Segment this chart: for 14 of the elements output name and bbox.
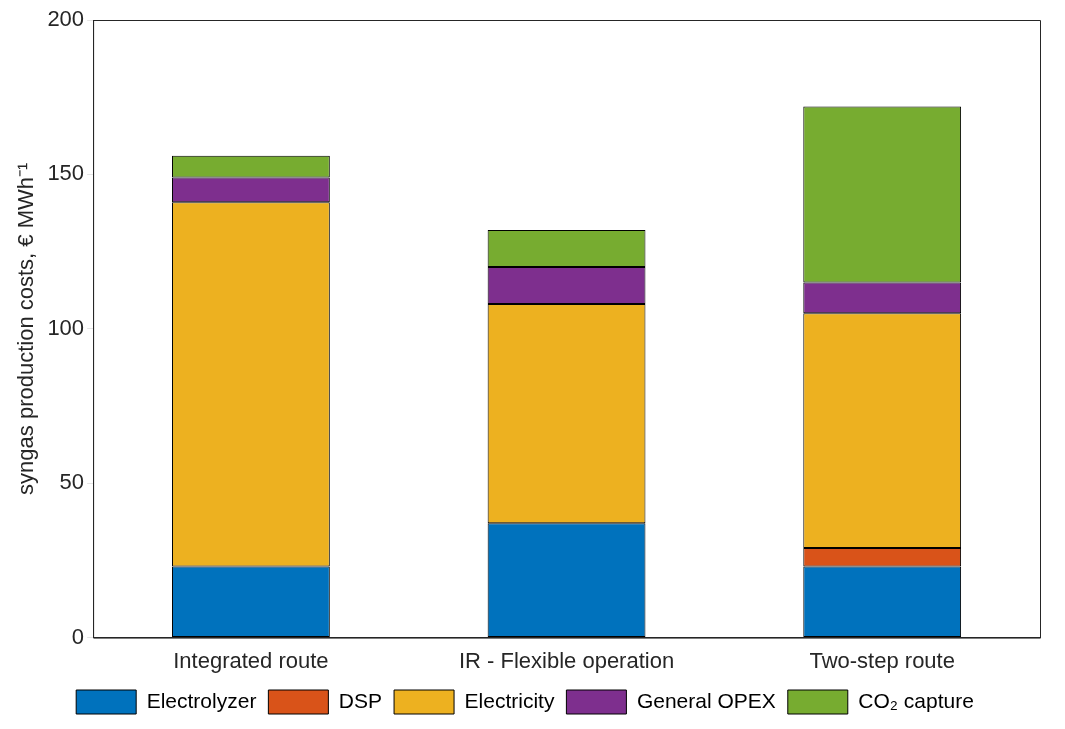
y-tick-label: 0: [71, 623, 85, 649]
legend-label: DSP: [338, 688, 383, 712]
legend-label: General OPEX: [636, 688, 776, 712]
x-tick-label: IR - Flexible operation: [458, 647, 675, 673]
legend-label: Electrolyzer: [146, 688, 257, 712]
y-tick-label: 200: [47, 6, 85, 32]
legend-label: CO₂ capture: [858, 688, 974, 712]
y-axis-title: syngas production costs, € MWh⁻¹: [13, 162, 39, 495]
y-tick-label: 50: [59, 469, 85, 495]
x-tick-label: Integrated route: [173, 647, 329, 673]
y-tick-label: 150: [47, 160, 85, 186]
legend-label: Electricity: [464, 688, 555, 712]
x-tick-label: Two-step route: [809, 647, 955, 673]
y-tick-label: 100: [47, 314, 85, 340]
